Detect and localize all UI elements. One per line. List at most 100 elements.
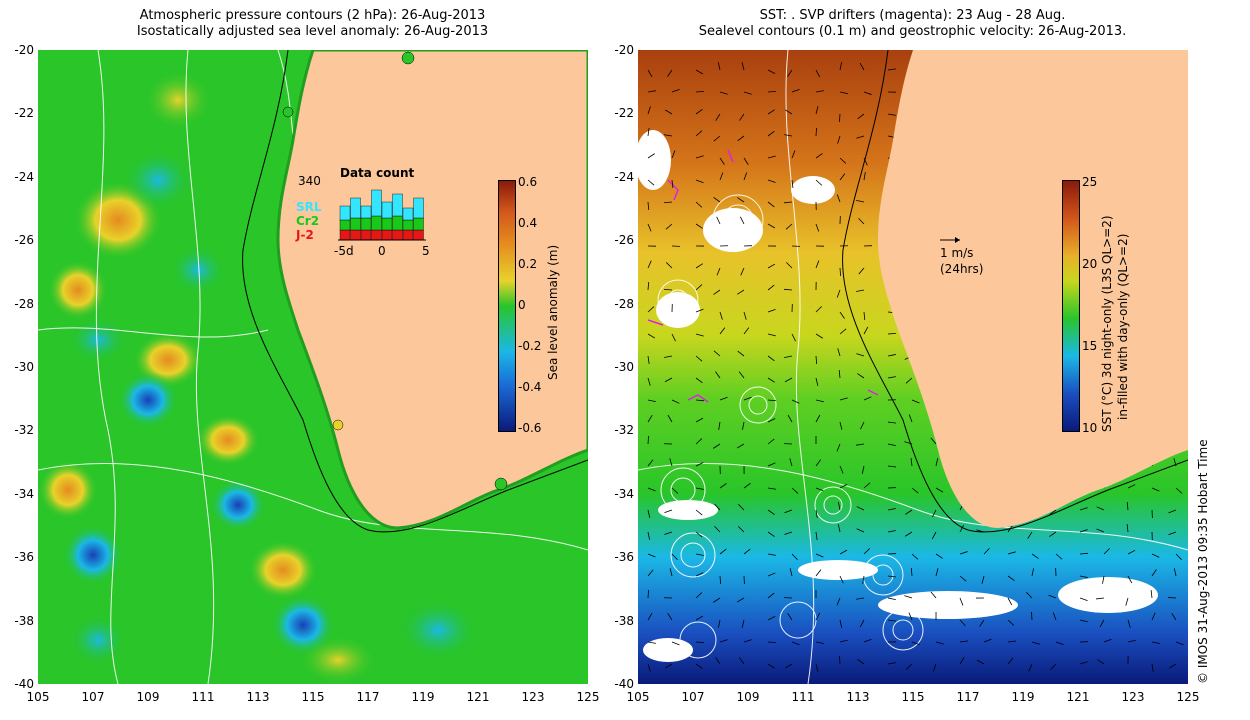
velocity-arrow	[740, 216, 745, 225]
velocity-arrow	[695, 223, 703, 229]
velocity-arrow	[671, 487, 679, 494]
velocity-arrow	[1127, 619, 1131, 628]
x-tick-label: 125	[576, 690, 600, 704]
velocity-arrow	[815, 377, 819, 386]
right-panel-title: SST: . SVP drifters (magenta): 23 Aug - …	[640, 8, 1185, 40]
velocity-arrow	[737, 350, 745, 357]
velocity-arrow	[839, 311, 845, 319]
velocity-arrow	[959, 657, 965, 665]
velocity-arrow	[743, 482, 751, 489]
velocity-arrow	[887, 508, 896, 511]
data-count-title: Data count	[340, 166, 415, 180]
velocity-arrow	[671, 150, 676, 159]
x-tick-label: 115	[901, 690, 925, 704]
velocity-arrow	[856, 506, 865, 511]
velocity-arrow	[1048, 594, 1057, 599]
velocity-arrow	[665, 223, 673, 230]
histogram-bar	[371, 215, 382, 231]
velocity-arrow	[647, 260, 652, 269]
tide-gauge-marker[interactable]	[401, 51, 415, 65]
y-tick-label: -38	[614, 613, 634, 628]
velocity-arrow	[671, 641, 680, 646]
velocity-arrow	[647, 223, 652, 232]
australia-landmass	[878, 50, 1188, 528]
velocity-arrow	[905, 663, 913, 670]
velocity-arrow	[695, 509, 703, 516]
velocity-arrow	[904, 595, 913, 599]
x-tick-label: 117	[956, 690, 980, 704]
colorbar-tick-label: 0.6	[518, 175, 538, 189]
velocity-arrow	[647, 90, 656, 93]
velocity-arrow	[887, 575, 896, 578]
histogram-bar	[402, 219, 414, 231]
velocity-arrow	[695, 333, 704, 337]
velocity-arrow	[1127, 639, 1136, 643]
sea-level-anomaly-map[interactable]	[38, 50, 588, 684]
velocity-arrow	[839, 113, 841, 123]
velocity-arrow	[647, 153, 655, 159]
velocity-arrow	[815, 223, 820, 232]
velocity-arrow	[863, 311, 866, 321]
velocity-arrow	[1031, 568, 1034, 577]
y-tick-label: -36	[614, 550, 634, 565]
tide-gauge-marker[interactable]	[332, 419, 344, 431]
velocity-arrow	[767, 553, 776, 556]
right-title-line1: SST: . SVP drifters (magenta): 23 Aug - …	[759, 8, 1066, 23]
left-title-line1: Atmospheric pressure contours (2 hPa): 2…	[139, 8, 486, 23]
left-panel-title: Atmospheric pressure contours (2 hPa): 2…	[40, 8, 585, 40]
velocity-arrow	[976, 659, 985, 665]
data-count-total: 340	[298, 174, 321, 188]
velocity-arrow	[1126, 524, 1129, 533]
velocity-arrow	[887, 597, 896, 601]
velocity-arrow	[695, 399, 704, 402]
velocity-arrow	[647, 509, 651, 518]
velocity-arrow	[1079, 507, 1088, 511]
velocity-arrow	[695, 592, 703, 599]
velocity-arrow	[743, 548, 751, 555]
velocity-arrow	[647, 377, 651, 386]
colorbar-tick-label: 25	[1082, 175, 1098, 189]
x-tick-label: 115	[301, 690, 325, 704]
velocity-arrow	[664, 355, 673, 358]
velocity-arrow	[713, 289, 721, 295]
velocity-arrow	[839, 173, 846, 181]
velocity-arrow	[767, 399, 777, 402]
velocity-arrow	[789, 458, 793, 467]
legend-srl: SRL	[296, 200, 322, 214]
velocity-arrow	[1079, 619, 1088, 623]
velocity-arrow	[839, 575, 844, 584]
y-tick-label: -40	[14, 677, 34, 691]
velocity-arrow	[862, 575, 865, 584]
y-tick-label: -24	[14, 169, 34, 184]
sea-level-contours	[638, 50, 1188, 684]
data-count-histogram	[338, 189, 426, 241]
velocity-arrow	[714, 503, 721, 511]
velocity-arrow	[930, 437, 937, 445]
velocity-arrow	[719, 327, 726, 335]
x-tick-label: 123	[1121, 690, 1145, 704]
velocity-arrow	[767, 462, 776, 467]
velocity-arrow	[647, 459, 654, 467]
y-tick-label: -20	[614, 43, 634, 57]
sst-map[interactable]	[638, 50, 1188, 684]
velocity-arrow	[1007, 640, 1016, 643]
velocity-arrow	[647, 399, 656, 403]
y-tick-label: -40	[614, 677, 634, 691]
velocity-arrow	[1151, 569, 1157, 577]
velocity-arrow	[767, 130, 775, 137]
velocity-arrow	[856, 199, 865, 203]
velocity-arrow	[930, 591, 937, 599]
velocity-arrow	[664, 109, 673, 115]
colorbar-tick-label: 0	[518, 298, 526, 312]
tide-gauge-marker[interactable]	[494, 477, 508, 491]
colorbar-tick-label: -0.6	[518, 421, 542, 435]
colorbar-tick-label: 15	[1082, 339, 1098, 353]
velocity-arrow	[856, 353, 865, 357]
tide-gauge-marker[interactable]	[282, 106, 294, 118]
velocity-arrow	[1151, 663, 1154, 672]
velocity-arrow	[784, 109, 793, 115]
velocity-arrow	[695, 553, 704, 556]
velocity-arrow	[737, 289, 745, 295]
sea-level-colorbar-label: Sea level anomaly (m)	[546, 244, 560, 380]
velocity-arrow	[959, 640, 968, 643]
